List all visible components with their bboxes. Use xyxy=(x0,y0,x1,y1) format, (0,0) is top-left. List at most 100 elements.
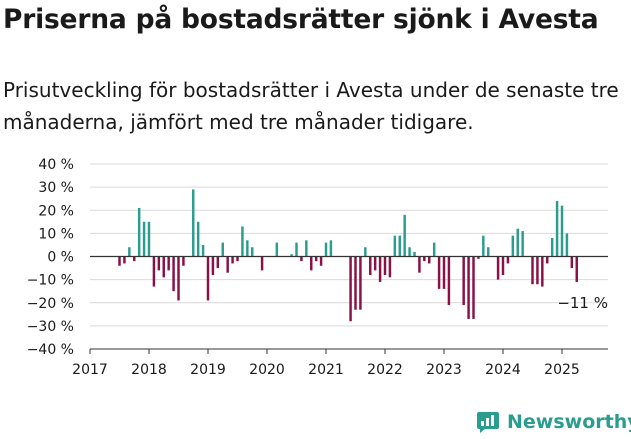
bar xyxy=(516,228,519,257)
bar xyxy=(310,256,313,271)
x-tick-label: 2018 xyxy=(131,362,167,378)
bar xyxy=(565,233,569,257)
y-tick-label: −30 % xyxy=(27,319,74,335)
bar xyxy=(501,256,505,275)
bar xyxy=(531,256,534,285)
bar xyxy=(536,256,539,285)
newsworthy-logo-icon xyxy=(477,412,499,433)
bar xyxy=(147,221,151,257)
bar xyxy=(157,256,161,271)
bar xyxy=(413,251,416,257)
bar xyxy=(560,205,564,257)
x-tick-label: 2025 xyxy=(544,362,580,378)
bar xyxy=(275,242,279,257)
x-tick-label: 2019 xyxy=(190,362,226,378)
bar xyxy=(555,201,559,257)
bar xyxy=(314,256,318,262)
y-tick-label: −40 % xyxy=(27,342,74,358)
y-tick-label: −20 % xyxy=(27,296,74,312)
bar xyxy=(167,256,170,271)
bar xyxy=(324,242,328,257)
bar xyxy=(206,256,210,301)
bar xyxy=(408,247,411,257)
bar xyxy=(211,256,215,275)
bar xyxy=(393,235,397,257)
x-tick-label: 2022 xyxy=(367,362,403,378)
bar xyxy=(378,256,382,282)
y-tick-label: 10 % xyxy=(38,226,74,242)
bar xyxy=(192,189,195,257)
x-axis-labels: 2017 2018 2019 2020 2021 2022 2023 2024 2025 xyxy=(72,349,580,378)
bar xyxy=(511,235,515,257)
bar xyxy=(182,256,185,266)
bar xyxy=(418,256,421,273)
bar xyxy=(437,256,441,289)
y-tick-label: 20 % xyxy=(38,203,74,219)
bars xyxy=(118,189,578,322)
bar xyxy=(152,256,156,287)
chart-subtitle: Prisutveckling för bostadsrätter i Avest… xyxy=(3,78,619,134)
bar xyxy=(462,256,465,306)
bar xyxy=(546,256,549,264)
y-tick-label: 40 % xyxy=(38,157,74,173)
bar xyxy=(231,256,234,264)
bar xyxy=(133,256,136,262)
value-annotation: −11 % xyxy=(557,294,608,312)
bar xyxy=(236,256,239,262)
bar xyxy=(496,256,500,280)
brand-name: Newsworthy xyxy=(507,411,631,433)
bar xyxy=(305,240,308,257)
y-axis-labels: −40 % −30 % −20 % −10 % 0 % 10 % 20 % 30 % 40 % xyxy=(27,157,74,358)
bar xyxy=(354,256,357,310)
bar-chart: −40 %−30 %−20 %−10 %0 %10 %20 %30 %40 % … xyxy=(27,157,608,378)
bar xyxy=(201,244,205,257)
bar xyxy=(388,256,392,278)
bar xyxy=(295,242,298,257)
x-tick-label: 2020 xyxy=(249,362,285,378)
y-tick-label: −10 % xyxy=(27,273,74,289)
bar xyxy=(196,221,200,257)
bar xyxy=(575,256,578,282)
bar xyxy=(177,256,180,301)
y-tick-label: 30 % xyxy=(38,180,74,196)
bar xyxy=(172,256,175,292)
bar xyxy=(364,247,367,257)
bar xyxy=(216,256,220,269)
bar xyxy=(118,256,121,266)
bar xyxy=(570,256,574,269)
bar xyxy=(423,256,426,262)
bar xyxy=(467,256,470,319)
bar xyxy=(477,256,480,259)
bar xyxy=(123,256,126,264)
bar xyxy=(128,247,131,257)
bar xyxy=(550,238,554,257)
bar xyxy=(142,221,146,257)
bar xyxy=(482,235,485,257)
bar xyxy=(506,256,510,264)
bar xyxy=(300,256,303,262)
bar xyxy=(541,256,544,287)
bar xyxy=(329,240,333,257)
bar xyxy=(521,231,524,257)
bar xyxy=(359,256,362,310)
bar xyxy=(226,256,229,273)
x-tick-label: 2021 xyxy=(308,362,344,378)
bar xyxy=(487,247,490,257)
bar xyxy=(251,247,254,257)
bar xyxy=(442,256,446,289)
bar xyxy=(373,256,377,271)
bar xyxy=(472,256,475,319)
bar xyxy=(319,256,323,266)
bar xyxy=(432,242,436,257)
bar xyxy=(241,226,244,257)
bar xyxy=(349,256,352,322)
x-tick-label: 2024 xyxy=(485,362,521,378)
y-tick-label: 0 % xyxy=(47,250,74,266)
bar xyxy=(428,256,431,264)
bar xyxy=(290,254,293,257)
brand-logo: Newsworthy xyxy=(476,407,631,437)
bar xyxy=(260,256,264,271)
bar xyxy=(246,240,249,257)
annotations: −11 % xyxy=(557,294,608,312)
bar xyxy=(369,256,372,275)
